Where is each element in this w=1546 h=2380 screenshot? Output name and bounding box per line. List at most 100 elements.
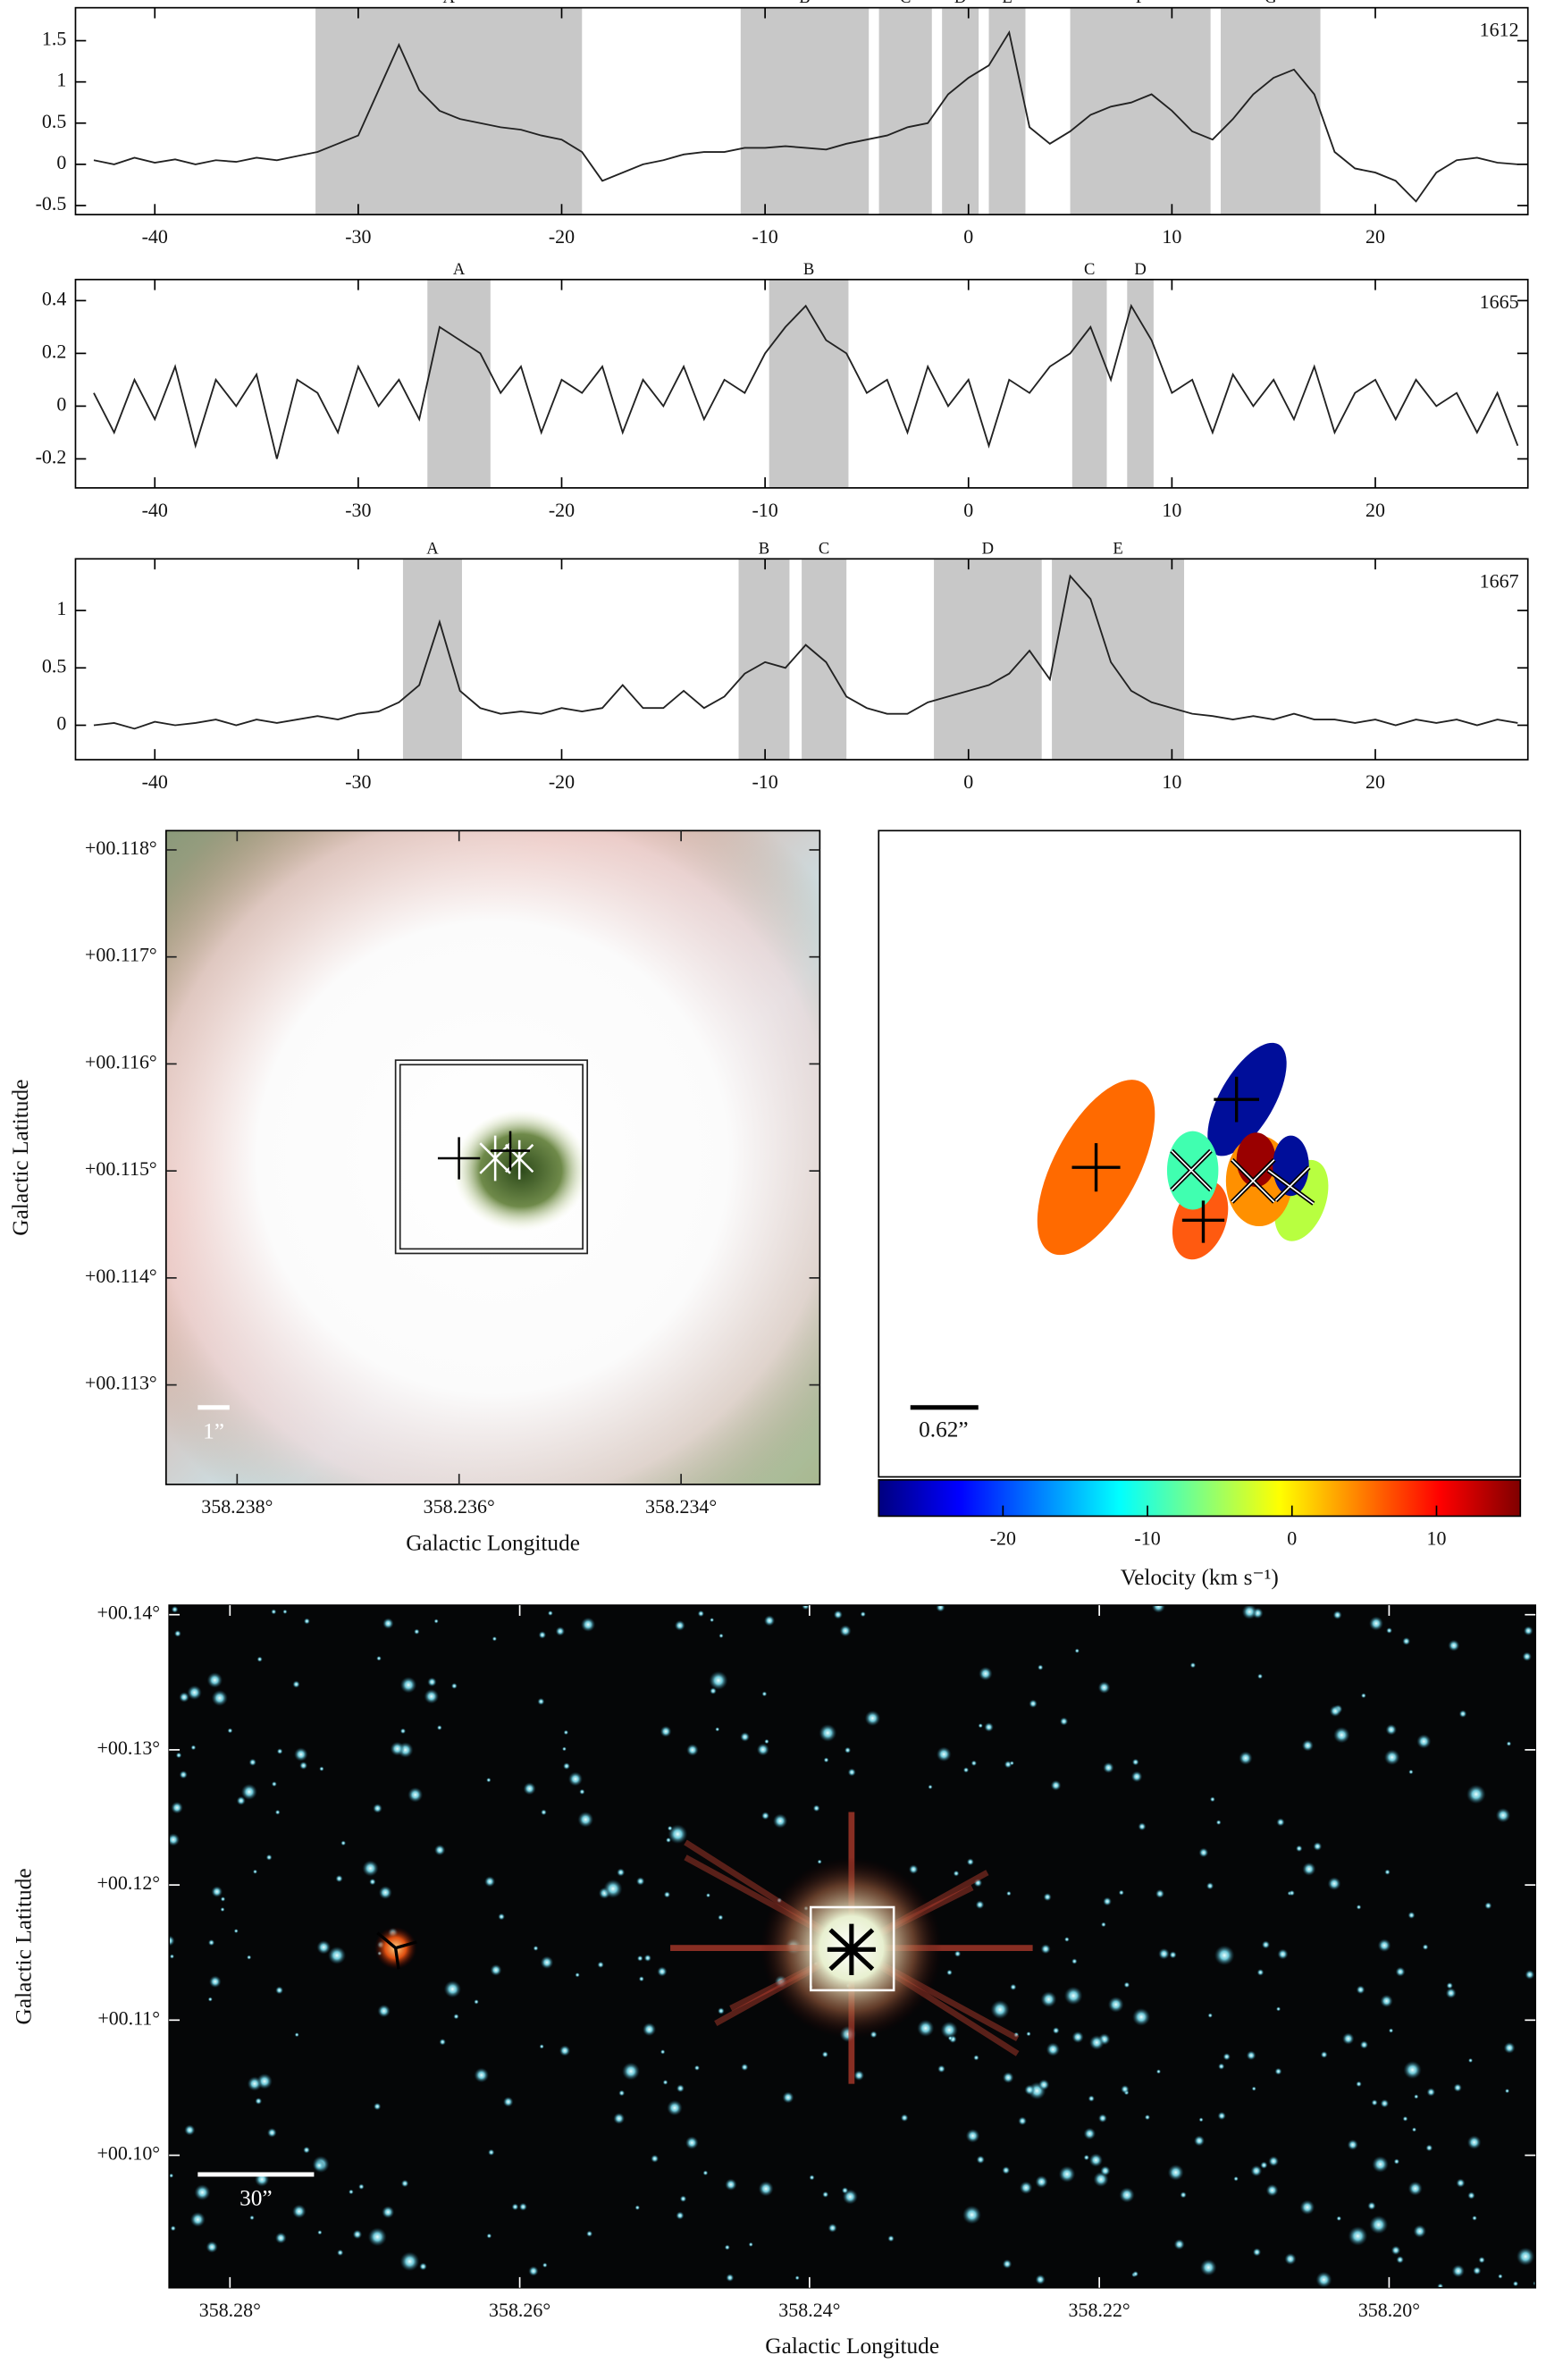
star [660,2049,666,2055]
star [316,1939,332,1955]
region-label: C [900,0,911,7]
x-tick-label: 0 [963,770,973,793]
star [635,1877,645,1886]
star [812,1804,820,1812]
region-label: B [803,260,814,279]
star [348,2189,354,2195]
star [247,1955,252,1960]
star [227,1728,233,1734]
star [175,1752,182,1759]
star [748,2241,753,2247]
star [1207,2013,1214,2018]
star [271,1609,277,1615]
star [1052,2027,1060,2034]
maser-markers [437,1131,534,1182]
star [1223,2053,1231,2061]
y-tick-label: 0.2 [42,340,66,362]
star [1043,1892,1052,1902]
star [618,2090,626,2097]
star [946,1969,953,1976]
star [376,1655,382,1661]
star [265,1854,273,1861]
star [676,2211,685,2220]
star [764,1738,769,1745]
star [1393,2158,1400,2165]
star [563,1729,569,1736]
star [282,1609,288,1614]
star [1332,1610,1342,1620]
star [718,1914,724,1921]
star [1407,2181,1423,2196]
star [1466,2135,1482,2149]
star [954,1950,962,1957]
spectrum-line [93,303,1519,459]
star [794,2275,800,2281]
star [189,2211,206,2227]
x-tick-label: -20 [549,770,575,793]
star [498,1913,506,1921]
star [667,1825,673,1831]
x-tick-label: 0 [963,225,973,248]
star [1356,1985,1365,1995]
star [962,2205,982,2224]
star [1274,2067,1282,2075]
star [1059,1717,1069,1726]
velocity-region [402,559,462,761]
star [642,2023,657,2037]
star [844,1746,852,1753]
star [668,1824,688,1845]
star [1484,1902,1492,1910]
star [247,2076,263,2091]
star [970,1760,978,1767]
star [1256,1969,1265,1976]
x-tick-label: 0 [963,499,973,521]
star [953,1870,960,1877]
x-tick-label: 10 [1162,225,1181,248]
star [184,2124,196,2136]
colorbar [878,1479,1522,1518]
star [170,2225,176,2232]
star [1071,2031,1084,2044]
star [340,1840,347,1846]
star [433,1619,439,1624]
star [542,2262,548,2268]
star [486,1777,492,1783]
star [540,1955,554,1970]
ellipse-markers [1071,1076,1315,1243]
star [1301,1739,1314,1752]
star [1315,2271,1332,2288]
star [772,1813,788,1829]
star [1198,1847,1209,1858]
velocity-region [1127,279,1154,488]
star [335,1874,343,1883]
star [1100,2166,1111,2176]
star [1329,1704,1341,1717]
star [171,1605,179,1613]
star [1002,2166,1011,2174]
star [567,1771,583,1787]
star [1088,2035,1105,2050]
star [169,2173,174,2178]
star [562,1762,571,1770]
star [488,2149,495,2156]
marker [437,1137,481,1180]
star [1445,1988,1457,1999]
star [1348,2225,1368,2246]
star [1151,1605,1165,1613]
star [1018,2116,1028,2126]
star [555,1626,566,1636]
star [1214,1945,1235,1966]
star [1414,2094,1419,2099]
star [725,2178,737,2191]
star [597,1961,604,1969]
star [613,2112,626,2124]
star [756,1743,769,1756]
x-tick-label: -10 [752,499,777,521]
star [1119,2187,1135,2203]
star [1019,2181,1033,2195]
star [1265,2183,1279,2197]
star [667,2099,683,2116]
velocity-region [315,7,583,215]
y-tick-label: +00.113° [85,1372,157,1394]
star [936,1605,945,1612]
